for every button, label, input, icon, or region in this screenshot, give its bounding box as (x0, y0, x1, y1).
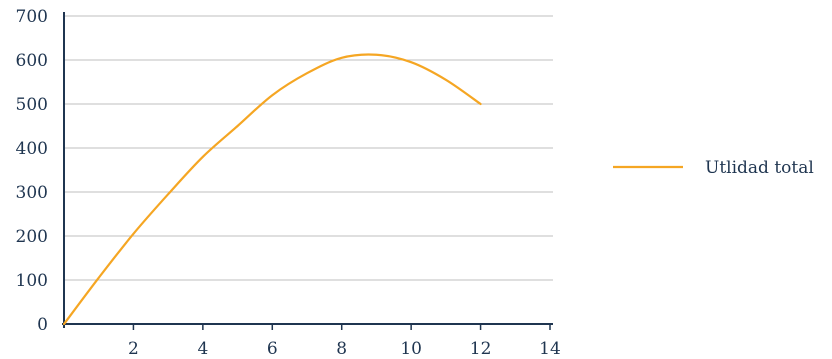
series-line-0 (62, 53, 482, 326)
x-tick-labels: 2 4 6 8 10 12 14 (128, 324, 561, 359)
legend-label-utlidad-total: Utlidad total (705, 158, 814, 178)
x-tick-label: 6 (267, 339, 278, 359)
x-tick-label: 8 (336, 339, 347, 359)
y-tick-label: 600 (16, 51, 48, 71)
y-tick-label: 700 (16, 7, 48, 27)
y-tick-labels: 0 100 200 300 400 500 600 700 (16, 7, 48, 335)
x-tick-label: 10 (400, 339, 422, 359)
y-tick-label: 500 (16, 95, 48, 115)
series-layer (62, 53, 482, 326)
y-tick-label: 0 (37, 315, 48, 335)
x-tick-label: 12 (470, 339, 492, 359)
y-tick-label: 400 (16, 139, 48, 159)
y-tick-label: 200 (16, 227, 48, 247)
grid-lines (64, 15, 553, 281)
y-tick-label: 100 (16, 271, 48, 291)
x-tick-label: 14 (539, 339, 561, 359)
x-tick-label: 2 (128, 339, 139, 359)
y-tick-label: 300 (16, 183, 48, 203)
axes (62, 12, 553, 328)
x-tick-label: 4 (197, 339, 208, 359)
legend: Utlidad total (613, 158, 814, 178)
